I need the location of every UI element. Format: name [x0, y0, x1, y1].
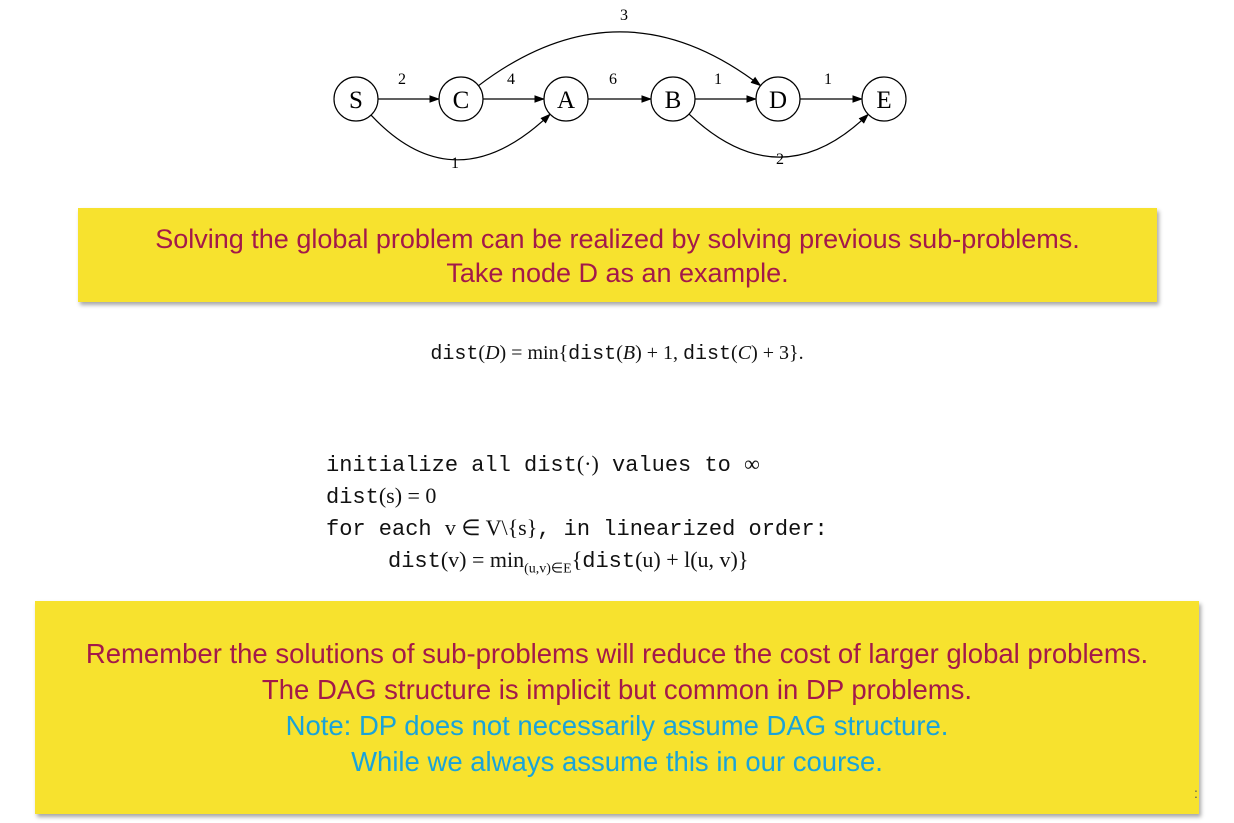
formula-part-2: ) = min{: [499, 342, 569, 364]
edge-line-c-d: [478, 31, 762, 87]
algo-for-keyword: for each: [326, 517, 445, 542]
dag-graph: 2 4 6 1 1 3 1 2 S C A B D E: [333, 7, 907, 172]
edge-s-a: 1: [370, 113, 551, 172]
algo-init-keyword: initialize all dist: [326, 453, 577, 478]
node-circle-b: [650, 76, 696, 122]
node-circle-a: [543, 76, 589, 122]
edge-weight-s-c: 2: [398, 71, 406, 88]
algo-line-for-each: for each v ∈ V\{s}, in linearized order:: [326, 512, 828, 544]
node-label-b: B: [665, 87, 682, 114]
formula-dist-1: dist: [430, 343, 479, 366]
callout2-line2: The DAG structure is implicit but common…: [261, 674, 973, 705]
dist-d-formula: dist(D) = min{dist(B) + 1, dist(C) + 3}.: [0, 342, 1234, 366]
algo-update-min: (v) = min: [440, 547, 525, 572]
formula-part-1c: (: [731, 342, 738, 364]
edge-c-a: 4: [483, 71, 546, 103]
edge-a-b: 6: [588, 71, 653, 103]
edge-weight-s-a: 1: [451, 155, 459, 172]
algo-update-brace: {: [571, 547, 583, 572]
formula-var-d: D: [485, 342, 500, 364]
algo-dist-s-fn: dist: [326, 485, 379, 510]
node-b: B: [650, 76, 696, 122]
node-label-s: S: [349, 87, 363, 114]
edge-weight-c-a: 4: [507, 71, 515, 88]
node-circle-e: [861, 76, 907, 122]
callout2-note-line2: While we always assume this in our cours…: [351, 746, 883, 777]
algo-update-fn: dist: [388, 549, 441, 574]
formula-part-1b: (: [616, 342, 623, 364]
edge-line-b-e: [688, 113, 869, 158]
algo-init-rest: values to: [598, 453, 745, 478]
callout-subproblems: Solving the global problem can be realiz…: [78, 208, 1157, 302]
node-s: S: [333, 76, 379, 122]
algo-line-initialize: initialize all dist(·) values to ∞: [326, 448, 828, 480]
edge-b-e: 2: [688, 113, 869, 168]
formula-dist-3: dist: [683, 343, 732, 366]
formula-var-c: C: [737, 342, 752, 364]
edge-weight-b-d: 1: [714, 71, 722, 88]
edge-c-d: 3: [478, 7, 762, 87]
callout2-line1: Remember the solutions of sub-problems w…: [85, 638, 1149, 669]
formula-part-1: (: [478, 342, 486, 364]
formula-part-4: ) + 3}.: [751, 342, 804, 364]
node-label-d: D: [769, 87, 787, 114]
edge-line-s-a: [370, 113, 551, 161]
algo-update-fn-2: dist: [582, 549, 636, 574]
node-label-e: E: [876, 87, 891, 114]
node-e: E: [861, 76, 907, 122]
node-label-a: A: [557, 87, 575, 114]
algo-for-rest: , in linearized order:: [537, 517, 828, 542]
edge-weight-b-e: 2: [776, 151, 784, 168]
node-c: C: [438, 76, 484, 122]
formula-var-b: B: [622, 342, 636, 364]
node-circle-s: [333, 76, 379, 122]
algo-infinity: ∞: [744, 451, 760, 476]
edge-d-e: 1: [800, 71, 864, 103]
algo-update-subscript: (u,v)∈E: [524, 561, 572, 577]
node-a: A: [543, 76, 589, 122]
algo-line-dist-s: dist(s) = 0: [326, 480, 828, 512]
page-number-fragment: :: [1194, 785, 1198, 801]
algo-for-set: v ∈ V\{s}: [444, 515, 538, 540]
algo-line-update: dist(v) = min(u,v)∈E{dist(u) + l(u, v)}: [326, 544, 828, 576]
edge-weight-c-d: 3: [620, 7, 628, 24]
callout-remember: Remember the solutions of sub-problems w…: [35, 601, 1199, 814]
node-label-c: C: [453, 87, 470, 114]
formula-part-3: ) + 1,: [635, 342, 684, 364]
node-circle-d: [755, 76, 801, 122]
algo-update-rest: (u) + l(u, v)}: [635, 547, 749, 572]
algo-dist-s-math: (s) = 0: [378, 483, 437, 508]
callout1-line2: Take node D as an example.: [446, 258, 789, 288]
callout2-note-line1: Note: DP does not necessarily assume DAG…: [285, 710, 949, 741]
edge-s-c: 2: [378, 71, 441, 103]
callout1-line1: Solving the global problem can be realiz…: [155, 224, 1080, 254]
dag-shortest-path-algorithm: initialize all dist(·) values to ∞ dist(…: [326, 448, 828, 576]
algo-init-math: (·): [576, 451, 599, 476]
node-d: D: [755, 76, 801, 122]
edge-b-d: 1: [695, 71, 758, 103]
node-circle-c: [438, 76, 484, 122]
edge-weight-a-b: 6: [609, 71, 617, 88]
edge-weight-d-e: 1: [824, 71, 832, 88]
formula-dist-2: dist: [568, 343, 617, 366]
